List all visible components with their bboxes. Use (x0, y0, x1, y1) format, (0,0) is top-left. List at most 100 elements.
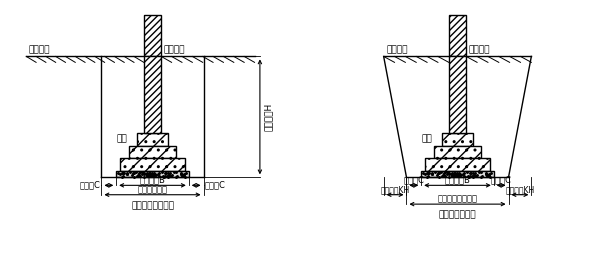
Point (444, 172, 454, 176)
Point (145, 171, 154, 175)
Point (122, 172, 132, 176)
Point (129, 174, 139, 179)
Point (132, 174, 142, 178)
Bar (137, 133, 168, 145)
Point (447, 174, 457, 178)
Bar (117, 171, 188, 177)
Point (154, 171, 164, 175)
Point (450, 171, 459, 175)
Point (447, 172, 456, 176)
Point (167, 173, 177, 177)
Point (448, 172, 458, 177)
Point (152, 171, 162, 176)
Point (176, 172, 185, 176)
Point (427, 172, 437, 176)
Point (452, 174, 462, 179)
Point (143, 172, 153, 177)
Point (438, 173, 448, 178)
Point (484, 172, 494, 176)
Point (146, 173, 156, 177)
Point (176, 172, 186, 177)
Point (139, 172, 149, 176)
Bar (449, 56, 466, 133)
Point (418, 171, 428, 175)
Point (440, 170, 450, 174)
Point (477, 174, 487, 179)
Point (149, 171, 159, 175)
Text: 不放坡的基槽断面: 不放坡的基槽断面 (131, 201, 174, 210)
Bar (120, 158, 185, 171)
Bar (144, 56, 161, 133)
Bar (442, 133, 473, 145)
Bar (434, 145, 481, 158)
Point (431, 170, 440, 174)
Point (168, 170, 178, 174)
Point (134, 173, 143, 178)
Point (440, 173, 450, 178)
Point (123, 172, 132, 176)
Bar (449, 15, 466, 56)
Point (432, 172, 442, 177)
Point (469, 174, 479, 178)
Point (149, 174, 159, 178)
Point (448, 170, 458, 175)
Point (179, 172, 189, 176)
Point (137, 172, 147, 176)
Point (455, 172, 465, 176)
Text: 放坡宽度KH: 放坡宽度KH (381, 185, 410, 194)
Point (163, 174, 173, 179)
Point (162, 174, 172, 178)
Point (113, 171, 123, 175)
Point (127, 171, 137, 175)
Point (437, 174, 447, 178)
Point (142, 172, 151, 176)
Bar (129, 145, 176, 158)
Point (133, 173, 143, 178)
Point (126, 170, 135, 174)
Point (151, 172, 161, 177)
Point (159, 174, 168, 178)
Point (454, 174, 464, 178)
Point (145, 170, 154, 175)
Point (451, 172, 461, 176)
Point (148, 172, 157, 177)
Point (486, 171, 495, 175)
Point (428, 172, 437, 176)
Point (466, 171, 476, 175)
Point (439, 171, 449, 176)
Point (481, 172, 490, 176)
Point (453, 172, 462, 177)
Text: 基础宽度B: 基础宽度B (140, 176, 165, 185)
Point (120, 170, 129, 175)
Bar (449, 15, 466, 56)
Point (122, 171, 132, 175)
Text: 基础: 基础 (421, 135, 432, 144)
Text: 基槽开挖宽度: 基槽开挖宽度 (137, 185, 168, 194)
Point (180, 175, 190, 179)
Point (456, 172, 466, 177)
Point (444, 174, 454, 179)
Point (458, 171, 467, 176)
Point (118, 174, 128, 178)
Point (160, 171, 170, 175)
Text: 工作面C: 工作面C (205, 181, 226, 190)
Text: 室内地坪: 室内地坪 (469, 45, 490, 54)
Text: 基础: 基础 (116, 135, 127, 144)
Point (138, 171, 148, 175)
Text: 室外地坪: 室外地坪 (386, 45, 408, 54)
Bar (425, 158, 490, 171)
Point (150, 172, 160, 176)
Point (476, 175, 486, 179)
Point (450, 173, 460, 177)
Point (157, 170, 167, 175)
Text: 室内地坪: 室内地坪 (164, 45, 185, 54)
Point (481, 172, 491, 177)
Point (117, 174, 126, 179)
Point (450, 170, 459, 175)
Point (472, 174, 481, 178)
Point (149, 171, 159, 176)
Bar (425, 158, 490, 171)
Point (142, 174, 152, 178)
Point (423, 174, 433, 178)
Point (161, 171, 171, 175)
